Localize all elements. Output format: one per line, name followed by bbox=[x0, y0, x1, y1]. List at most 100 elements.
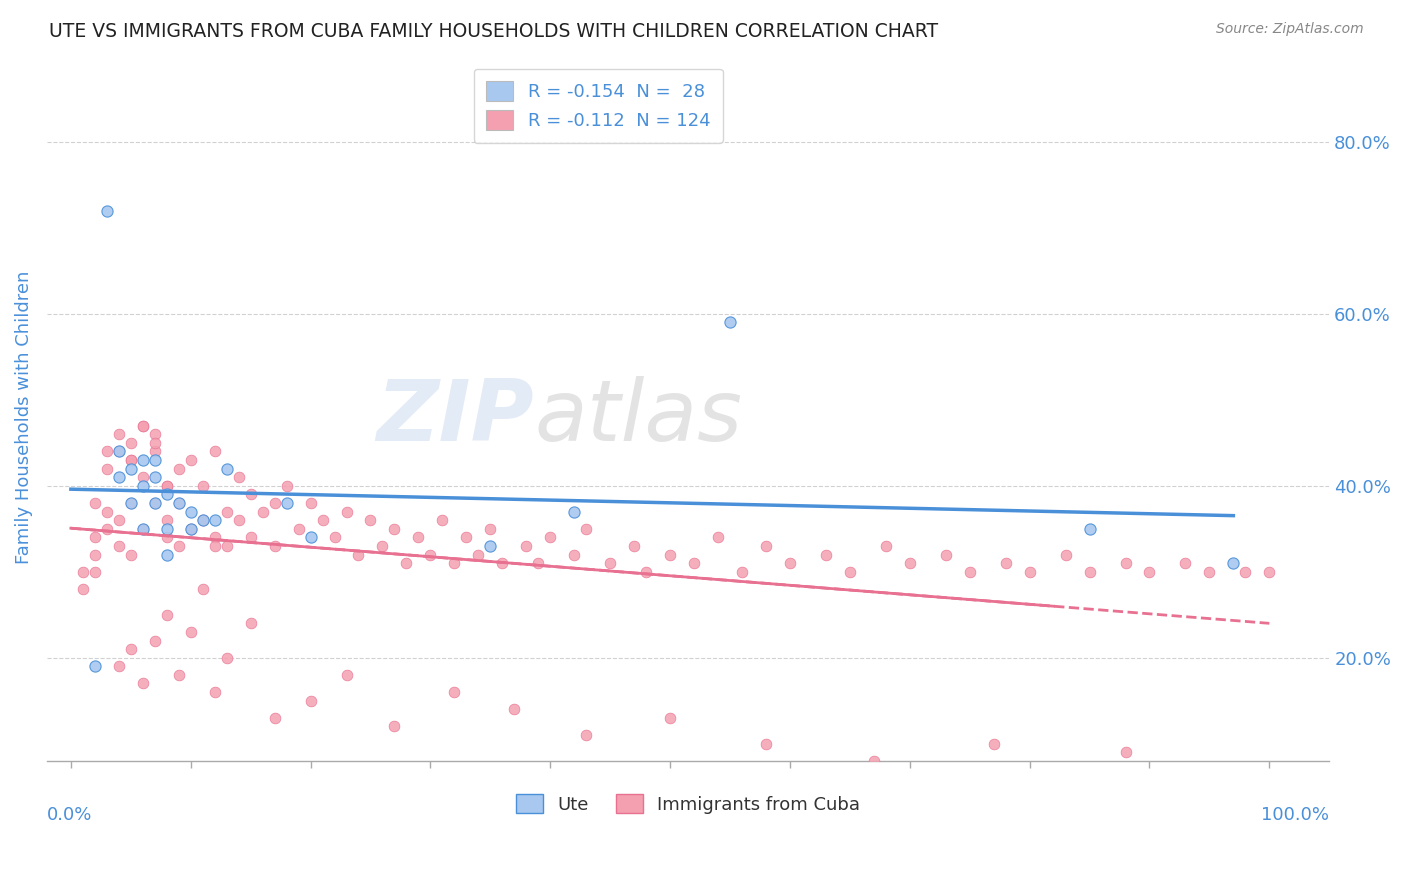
Point bbox=[96, 444, 118, 458]
Point bbox=[263, 539, 285, 553]
Point bbox=[323, 530, 346, 544]
Point bbox=[132, 479, 155, 493]
Point bbox=[467, 548, 489, 562]
Point bbox=[276, 479, 298, 493]
Point bbox=[443, 685, 465, 699]
Point bbox=[419, 548, 441, 562]
Point bbox=[143, 496, 166, 510]
Point bbox=[83, 565, 105, 579]
Point bbox=[335, 505, 357, 519]
Text: 0.0%: 0.0% bbox=[46, 805, 93, 823]
Point bbox=[107, 444, 129, 458]
Point bbox=[132, 418, 155, 433]
Point bbox=[299, 694, 322, 708]
Point bbox=[132, 522, 155, 536]
Point bbox=[96, 461, 118, 475]
Point bbox=[1018, 565, 1040, 579]
Point bbox=[755, 539, 778, 553]
Y-axis label: Family Households with Children: Family Households with Children bbox=[15, 270, 32, 564]
Point bbox=[1222, 556, 1244, 570]
Point bbox=[156, 522, 179, 536]
Point bbox=[1198, 565, 1220, 579]
Point bbox=[371, 539, 394, 553]
Point bbox=[107, 444, 129, 458]
Point bbox=[191, 479, 214, 493]
Point bbox=[456, 530, 478, 544]
Point bbox=[814, 548, 837, 562]
Point bbox=[96, 522, 118, 536]
Point bbox=[718, 316, 741, 330]
Point bbox=[863, 754, 886, 768]
Point bbox=[359, 513, 381, 527]
Point bbox=[659, 711, 682, 725]
Point bbox=[1234, 565, 1257, 579]
Point bbox=[875, 539, 897, 553]
Point bbox=[156, 479, 179, 493]
Point bbox=[132, 453, 155, 467]
Point bbox=[167, 461, 190, 475]
Point bbox=[838, 565, 860, 579]
Point bbox=[156, 530, 179, 544]
Point bbox=[204, 539, 226, 553]
Point bbox=[132, 676, 155, 690]
Point bbox=[527, 556, 550, 570]
Point bbox=[287, 522, 309, 536]
Point bbox=[143, 633, 166, 648]
Point bbox=[132, 418, 155, 433]
Point bbox=[623, 539, 645, 553]
Point bbox=[384, 719, 406, 733]
Point bbox=[156, 607, 179, 622]
Point bbox=[215, 505, 238, 519]
Point bbox=[204, 513, 226, 527]
Point bbox=[335, 668, 357, 682]
Point bbox=[156, 479, 179, 493]
Point bbox=[575, 728, 598, 742]
Point bbox=[156, 513, 179, 527]
Point bbox=[180, 522, 202, 536]
Point bbox=[408, 530, 430, 544]
Point bbox=[599, 556, 621, 570]
Point bbox=[239, 616, 262, 631]
Point bbox=[479, 522, 502, 536]
Point bbox=[935, 548, 957, 562]
Point bbox=[156, 548, 179, 562]
Point bbox=[263, 496, 285, 510]
Point bbox=[779, 556, 801, 570]
Point bbox=[683, 556, 706, 570]
Point bbox=[515, 539, 537, 553]
Point bbox=[120, 496, 142, 510]
Point bbox=[347, 548, 370, 562]
Point bbox=[83, 548, 105, 562]
Point bbox=[167, 668, 190, 682]
Point bbox=[120, 461, 142, 475]
Point bbox=[143, 435, 166, 450]
Point bbox=[191, 582, 214, 596]
Point bbox=[72, 565, 94, 579]
Point bbox=[1115, 556, 1137, 570]
Point bbox=[228, 513, 250, 527]
Point bbox=[898, 556, 921, 570]
Text: 100.0%: 100.0% bbox=[1261, 805, 1329, 823]
Point bbox=[96, 505, 118, 519]
Point bbox=[180, 624, 202, 639]
Point bbox=[299, 530, 322, 544]
Point bbox=[83, 496, 105, 510]
Point bbox=[1115, 745, 1137, 759]
Point bbox=[503, 702, 526, 716]
Point bbox=[83, 659, 105, 673]
Point bbox=[1054, 548, 1077, 562]
Point bbox=[204, 444, 226, 458]
Point bbox=[72, 582, 94, 596]
Point bbox=[107, 539, 129, 553]
Point bbox=[143, 427, 166, 442]
Point bbox=[143, 453, 166, 467]
Point bbox=[83, 530, 105, 544]
Text: ZIP: ZIP bbox=[377, 376, 534, 458]
Point bbox=[191, 513, 214, 527]
Point bbox=[120, 435, 142, 450]
Point bbox=[1258, 565, 1281, 579]
Point bbox=[180, 505, 202, 519]
Point bbox=[443, 556, 465, 570]
Point bbox=[491, 556, 513, 570]
Point bbox=[562, 505, 585, 519]
